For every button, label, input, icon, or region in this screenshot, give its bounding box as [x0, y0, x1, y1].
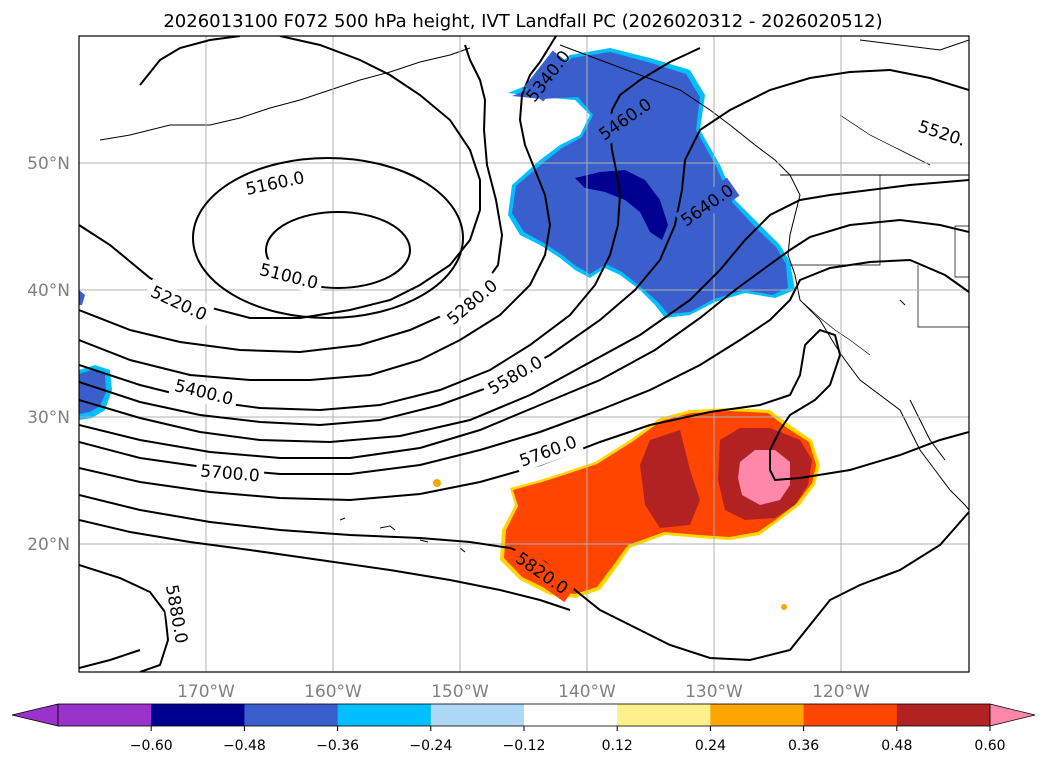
map-frame	[78, 35, 970, 673]
contour-5880	[79, 564, 170, 672]
colorbar-extension-low	[11, 703, 59, 727]
colorbar-segment	[58, 704, 152, 726]
lon-labels: 170°W 160°W 150°W 140°W 130°W 120°W	[177, 682, 870, 702]
lon-label: 150°W	[431, 682, 489, 702]
colorbar-tick-label: 0.48	[881, 738, 912, 754]
colorbar-segment	[430, 704, 525, 726]
colorbar-tick-label: −0.12	[503, 738, 546, 754]
colorbar-segment	[617, 704, 711, 726]
contour-5700	[79, 328, 969, 502]
colorbar-tick-label: −0.36	[316, 738, 359, 754]
map-area: 5340.0 5460.0 5520. 5160.0 5100.0 5640.0…	[79, 36, 969, 672]
colorbar	[11, 703, 1036, 727]
lat-labels: 50°N 40°N 30°N 20°N	[27, 154, 70, 555]
colorbar-tick-label: 0.24	[695, 738, 726, 754]
colorbar-tick-label: 0.60	[974, 738, 1005, 754]
contour-5520	[79, 179, 969, 444]
colorbar-segment	[710, 704, 805, 726]
figure-title: 2026013100 F072 500 hPa height, IVT Land…	[163, 11, 882, 32]
colorbar-segment	[803, 704, 898, 726]
colorbar-segment	[524, 704, 618, 726]
colorbar-tick-label: 0.12	[602, 738, 633, 754]
contour-5160	[192, 157, 464, 319]
colorbar-extension-high	[989, 703, 1036, 727]
colorbar-tick-label: −0.60	[130, 738, 173, 754]
lon-label: 170°W	[177, 682, 235, 702]
colorbar-tick-label: −0.24	[409, 738, 452, 754]
negative-ivt-region	[79, 48, 795, 420]
contour-5760	[79, 494, 969, 662]
contour-5400	[79, 47, 701, 412]
contour-5100	[265, 211, 411, 289]
contour-5340	[79, 36, 557, 381]
positive-ivt-region	[433, 408, 820, 610]
lon-label: 140°W	[558, 682, 616, 702]
coastlines	[99, 39, 969, 553]
colorbar-tick-label: −0.48	[223, 738, 266, 754]
colorbar-ticks: −0.60 −0.48 −0.36 −0.24 −0.12 0.12 0.24 0.36 0.4…	[130, 726, 1006, 754]
lat-label: 50°N	[27, 154, 70, 174]
contour-5640	[79, 258, 969, 475]
lon-label: 160°W	[304, 682, 362, 702]
colorbar-segment	[151, 704, 245, 726]
lon-label: 130°W	[685, 682, 743, 702]
colorbar-segment	[896, 704, 991, 726]
lat-label: 30°N	[27, 408, 70, 428]
contour-5460	[79, 68, 969, 427]
colorbar-tick-label: 0.36	[788, 738, 819, 754]
colorbar-segment	[244, 704, 339, 726]
graticule	[79, 36, 969, 672]
contour-5580	[79, 218, 969, 459]
contour-5820	[79, 519, 571, 611]
lat-label: 20°N	[27, 535, 70, 555]
lat-label: 40°N	[27, 281, 70, 301]
lon-label: 120°W	[812, 682, 870, 702]
colorbar-segment	[337, 704, 432, 726]
